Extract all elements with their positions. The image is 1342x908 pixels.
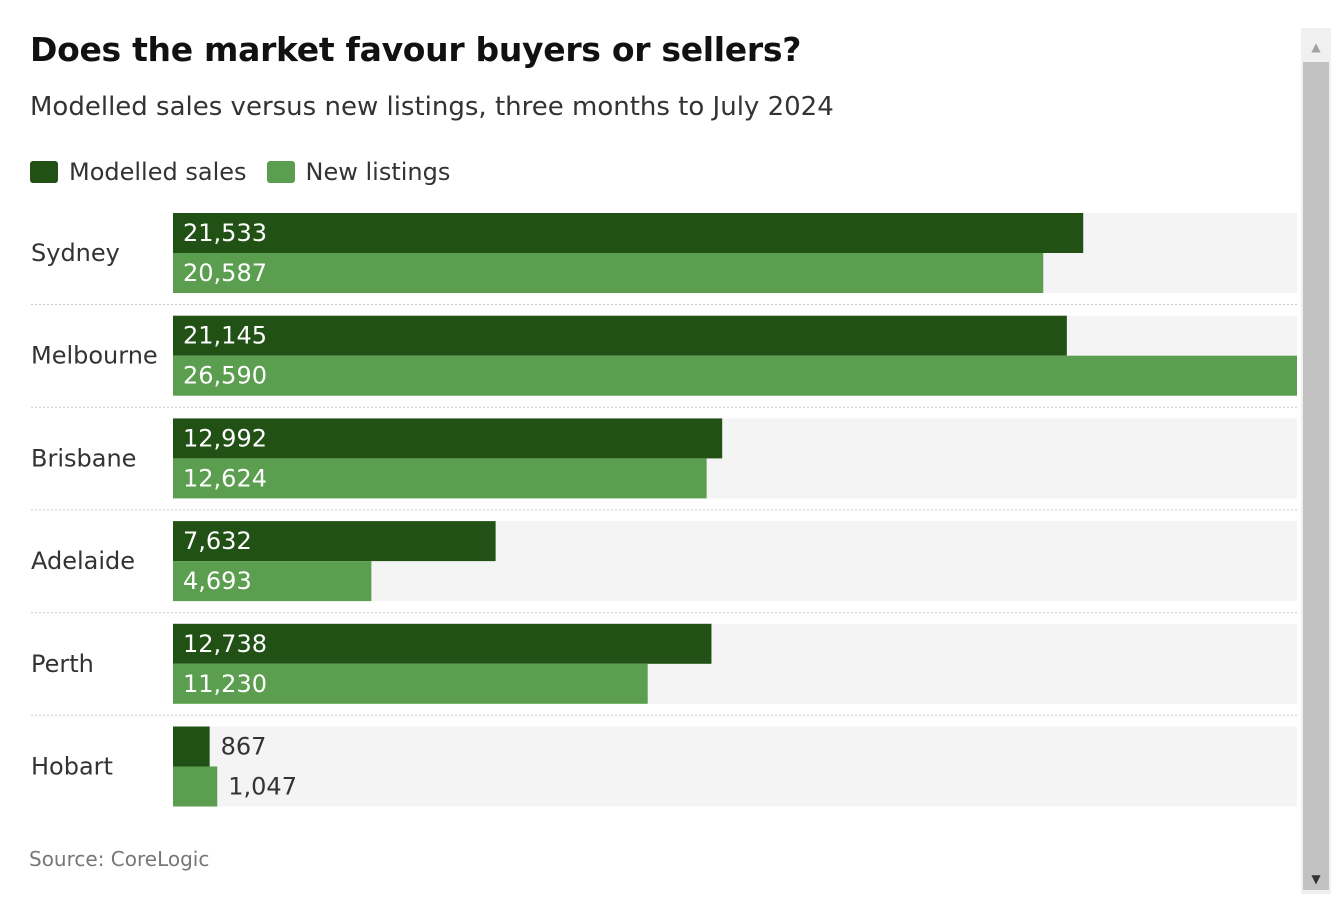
- bar-new-listings-hobart: [173, 766, 218, 807]
- category-label-sydney: Sydney: [31, 239, 120, 267]
- bar-track-hobart: [173, 726, 1297, 807]
- category-label-brisbane: Brisbane: [31, 444, 136, 472]
- category-label-melbourne: Melbourne: [31, 342, 158, 370]
- category-label-perth: Perth: [31, 650, 94, 678]
- data-label-modelled-sales-adelaide: 7,632: [183, 527, 252, 555]
- data-label-new-listings-adelaide: 4,693: [183, 567, 252, 595]
- legend-label-new-listings: New listings: [305, 158, 451, 186]
- legend-swatch-new-listings: [266, 161, 295, 183]
- data-label-new-listings-melbourne: 26,590: [183, 362, 267, 390]
- bar-modelled-sales-hobart: [173, 726, 210, 767]
- bar-new-listings-brisbane: [173, 458, 707, 499]
- category-label-adelaide: Adelaide: [31, 547, 135, 575]
- source-note: Source: CoreLogic: [29, 847, 210, 871]
- triangle-down-icon[interactable]: ▼: [1311, 872, 1321, 886]
- legend-item-modelled-sales: Modelled sales: [30, 158, 247, 186]
- vertical-scrollbar[interactable]: ▲ ▼: [1301, 28, 1331, 894]
- legend: Modelled sales New listings: [30, 158, 470, 186]
- data-label-new-listings-brisbane: 12,624: [183, 464, 267, 492]
- data-label-new-listings-hobart: 1,047: [228, 773, 297, 801]
- data-label-modelled-sales-brisbane: 12,992: [183, 424, 267, 452]
- legend-swatch-modelled-sales: [30, 161, 58, 183]
- bar-new-listings-perth: [173, 663, 648, 704]
- data-label-modelled-sales-sydney: 21,533: [183, 219, 267, 247]
- scrollbar-thumb[interactable]: [1303, 62, 1329, 890]
- legend-label-modelled-sales: Modelled sales: [69, 158, 247, 186]
- bar-new-listings-sydney: [173, 253, 1044, 293]
- triangle-up-icon[interactable]: ▲: [1311, 40, 1321, 54]
- data-label-modelled-sales-perth: 12,738: [183, 630, 267, 658]
- data-label-modelled-sales-melbourne: 21,145: [183, 322, 267, 350]
- bar-modelled-sales-perth: [173, 623, 712, 664]
- chart-subtitle: Modelled sales versus new listings, thre…: [30, 92, 834, 122]
- bar-new-listings-adelaide: [173, 561, 372, 602]
- bar-modelled-sales-brisbane: [173, 418, 723, 459]
- bar-modelled-sales-melbourne: [173, 315, 1067, 356]
- category-label-hobart: Hobart: [31, 753, 113, 781]
- chart-title: Does the market favour buyers or sellers…: [30, 30, 802, 69]
- bar-modelled-sales-adelaide: [173, 521, 496, 562]
- legend-item-new-listings: New listings: [266, 158, 451, 186]
- data-label-modelled-sales-hobart: 867: [221, 733, 267, 761]
- bar-modelled-sales-sydney: [173, 213, 1084, 253]
- bar-new-listings-melbourne: [173, 355, 1297, 396]
- data-label-new-listings-sydney: 20,587: [183, 259, 267, 287]
- data-label-new-listings-perth: 11,230: [183, 670, 267, 698]
